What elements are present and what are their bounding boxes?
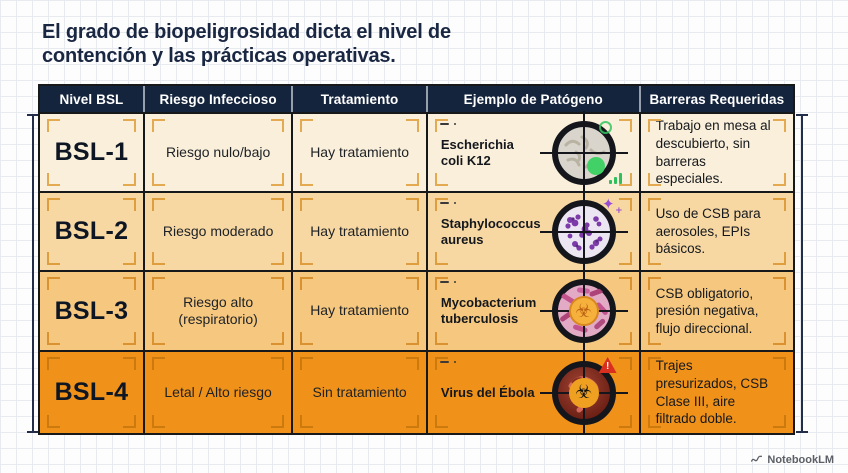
- notebooklm-logo-icon: [751, 455, 763, 462]
- table-cell-level-bsl4: BSL-4: [40, 352, 143, 433]
- level-label: BSL-2: [54, 217, 129, 245]
- table-cell-treatment-bsl4: Sin tratamiento: [293, 352, 426, 433]
- pathogen-name: Mycobacterium tuberculosis: [440, 295, 537, 326]
- level-label: BSL-1: [54, 138, 129, 166]
- table-cell-risk-bsl4: Letal / Alto riesgo: [144, 352, 292, 433]
- treatment-label: Hay tratamiento: [310, 302, 410, 319]
- table-header-row: Nivel BSL Riesgo Infeccioso Tratamiento …: [40, 86, 793, 114]
- bsl-table: Nivel BSL Riesgo Infeccioso Tratamiento …: [38, 84, 795, 435]
- right-bracket-line: [796, 114, 808, 433]
- table-cell-treatment-bsl3: Hay tratamiento: [293, 272, 426, 350]
- pathogen-name: Virus del Ébola: [440, 384, 535, 400]
- rec-indicator-icon: [439, 281, 456, 283]
- rec-indicator-icon: [439, 202, 456, 204]
- risk-label: Letal / Alto riesgo: [164, 383, 272, 400]
- pathogen-name: Escherichia coli K12: [440, 136, 514, 168]
- left-bracket-line: [27, 114, 39, 433]
- table-cell-barriers-bsl4: Trajes presurizados, CSB Clase III, aire…: [640, 352, 793, 433]
- barriers-text: Trabajo en mesa al descubierto, sin barr…: [655, 118, 771, 187]
- table-cell-treatment-bsl1: Hay tratamiento: [293, 114, 426, 191]
- table-body: BSL-1 Riesgo nulo/bajo Hay tratamiento E…: [40, 110, 793, 435]
- table-cell-level-bsl3: BSL-3: [40, 272, 143, 350]
- treatment-label: Hay tratamiento: [310, 222, 410, 239]
- table-cell-barriers-bsl3: CSB obligatorio, presión negativa, flujo…: [640, 272, 793, 350]
- pathogen-image-ecoli: [539, 110, 628, 195]
- table-cell-treatment-bsl2: Hay tratamiento: [293, 193, 426, 270]
- pathogen-name: Staphylococcus aureus: [440, 215, 541, 247]
- biohazard-icon: [568, 377, 599, 408]
- brand-label: NotebookLM: [767, 453, 834, 466]
- table-cell-pathogen-bsl2: Staphylococcus aureus: [427, 189, 639, 274]
- rec-indicator-icon: [439, 123, 456, 125]
- table-cell-pathogen-bsl4: Virus del Ébola: [427, 350, 639, 435]
- table-cell-level-bsl2: BSL-2: [40, 193, 143, 270]
- pathogen-image-ebola: [539, 350, 628, 435]
- crosshair-icon: [582, 189, 585, 274]
- treatment-label: Sin tratamiento: [312, 383, 407, 400]
- barriers-text: CSB obligatorio, presión negativa, flujo…: [655, 285, 759, 336]
- risk-label: Riesgo nulo/bajo: [165, 143, 271, 160]
- table-cell-risk-bsl2: Riesgo moderado: [144, 193, 292, 270]
- biohazard-icon: [568, 296, 599, 326]
- table-cell-pathogen-bsl3: Mycobacterium tuberculosis: [427, 269, 639, 353]
- table-cell-level-bsl1: BSL-1: [40, 114, 143, 191]
- green-status-icon: [598, 121, 612, 134]
- table-cell-risk-bsl3: Riesgo alto (respiratorio): [144, 272, 292, 350]
- page-title: El grado de biopeligrosidad dicta el niv…: [42, 21, 451, 68]
- barriers-text: Uso de CSB para aerosoles, EPIs básicos.: [655, 206, 761, 257]
- table-cell-barriers-bsl1: Trabajo en mesa al descubierto, sin barr…: [640, 114, 793, 191]
- barriers-text: Trajes presurizados, CSB Clase III, aire…: [655, 358, 769, 427]
- risk-label: Riesgo alto (respiratorio): [178, 293, 258, 328]
- crosshair-icon: [582, 110, 585, 195]
- signal-bars-icon: [608, 173, 622, 184]
- sparkle-icon: ✦: [602, 197, 622, 217]
- level-label: BSL-3: [54, 296, 129, 325]
- table-cell-pathogen-bsl1: Escherichia coli K12: [427, 110, 639, 195]
- pathogen-image-tuberculosis: [539, 269, 628, 353]
- risk-label: Riesgo moderado: [162, 222, 274, 239]
- header-riesgo-infeccioso: Riesgo Infeccioso: [144, 86, 292, 112]
- header-tratamiento: Tratamiento: [293, 86, 426, 112]
- header-ejemplo-patogeno: Ejemplo de Patógeno: [427, 86, 639, 112]
- notebooklm-watermark: NotebookLM: [750, 453, 834, 466]
- level-label: BSL-4: [54, 378, 129, 406]
- pathogen-image-staph: [539, 189, 628, 274]
- table-cell-risk-bsl1: Riesgo nulo/bajo: [144, 114, 292, 191]
- header-nivel-bsl: Nivel BSL: [40, 86, 143, 112]
- treatment-label: Hay tratamiento: [310, 143, 410, 160]
- rec-indicator-icon: [439, 361, 456, 363]
- table-cell-barriers-bsl2: Uso de CSB para aerosoles, EPIs básicos.: [640, 193, 793, 270]
- header-barreras-requeridas: Barreras Requeridas: [640, 86, 793, 112]
